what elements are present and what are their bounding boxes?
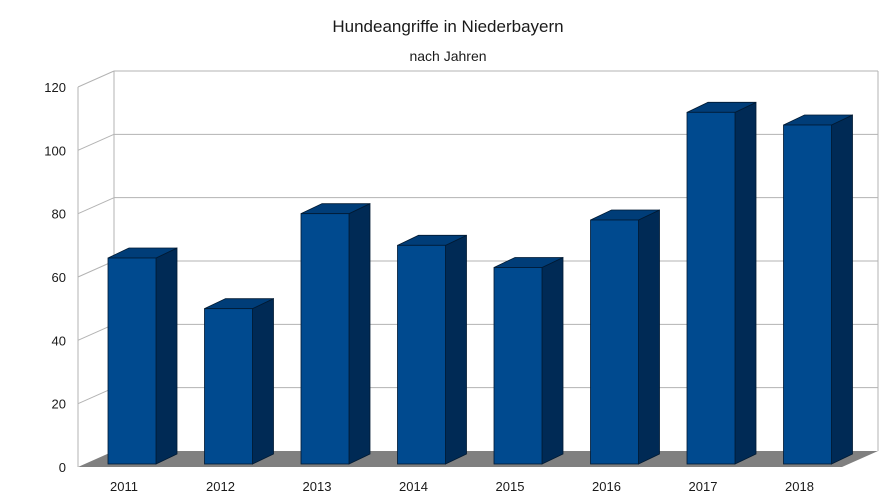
x-tick-label: 2012 — [206, 479, 235, 494]
x-tick-label: 2013 — [303, 479, 332, 494]
bar-side — [155, 247, 178, 465]
y-tick-label: 120 — [44, 80, 66, 95]
bar-side — [541, 256, 564, 465]
bar — [107, 247, 178, 465]
bar-side — [252, 298, 274, 465]
bar — [783, 114, 853, 465]
x-tick-label: 2018 — [785, 479, 814, 494]
chart-title: Hundeangriffe in Niederbayern — [332, 17, 563, 36]
bar-side — [445, 234, 467, 465]
x-tick-label: 2014 — [399, 479, 428, 494]
bar — [397, 234, 467, 465]
y-tick-label: 40 — [52, 333, 66, 348]
y-tick-label: 60 — [52, 270, 66, 285]
bar-side — [831, 114, 853, 465]
y-tick-label: 20 — [52, 397, 66, 412]
x-axis: 2011 2012 2013 2014 2015 2016 2017 2018 — [110, 479, 814, 494]
bar-front — [686, 111, 736, 465]
bar-side — [734, 101, 757, 465]
bar — [204, 298, 274, 465]
bars — [107, 101, 853, 465]
x-tick-label: 2011 — [110, 479, 138, 494]
x-tick-label: 2017 — [689, 479, 718, 494]
bar-front — [204, 308, 253, 465]
y-tick-label: 80 — [52, 207, 66, 222]
bar-front — [493, 267, 543, 465]
bar-front — [783, 124, 832, 465]
bar-front — [107, 257, 157, 465]
bar — [493, 256, 564, 465]
gridline-side — [77, 133, 115, 151]
x-tick-label: 2015 — [496, 479, 525, 494]
y-axis: 0 20 40 60 80 100 120 — [44, 80, 79, 475]
bar-side — [348, 203, 371, 465]
bar — [686, 101, 757, 465]
grid — [77, 70, 879, 467]
bar-side — [638, 209, 660, 465]
y-tick-label: 0 — [59, 460, 66, 475]
chart-subtitle: nach Jahren — [409, 48, 486, 64]
bar — [300, 203, 371, 465]
y-tick-label: 100 — [44, 143, 66, 158]
bar-front — [300, 213, 350, 465]
bar — [590, 209, 660, 465]
bar-front — [590, 219, 639, 465]
gridline-side — [77, 70, 115, 88]
bar-front — [397, 244, 446, 465]
gridline-side — [77, 197, 115, 215]
x-tick-label: 2016 — [592, 479, 621, 494]
chart-floor — [78, 451, 878, 467]
